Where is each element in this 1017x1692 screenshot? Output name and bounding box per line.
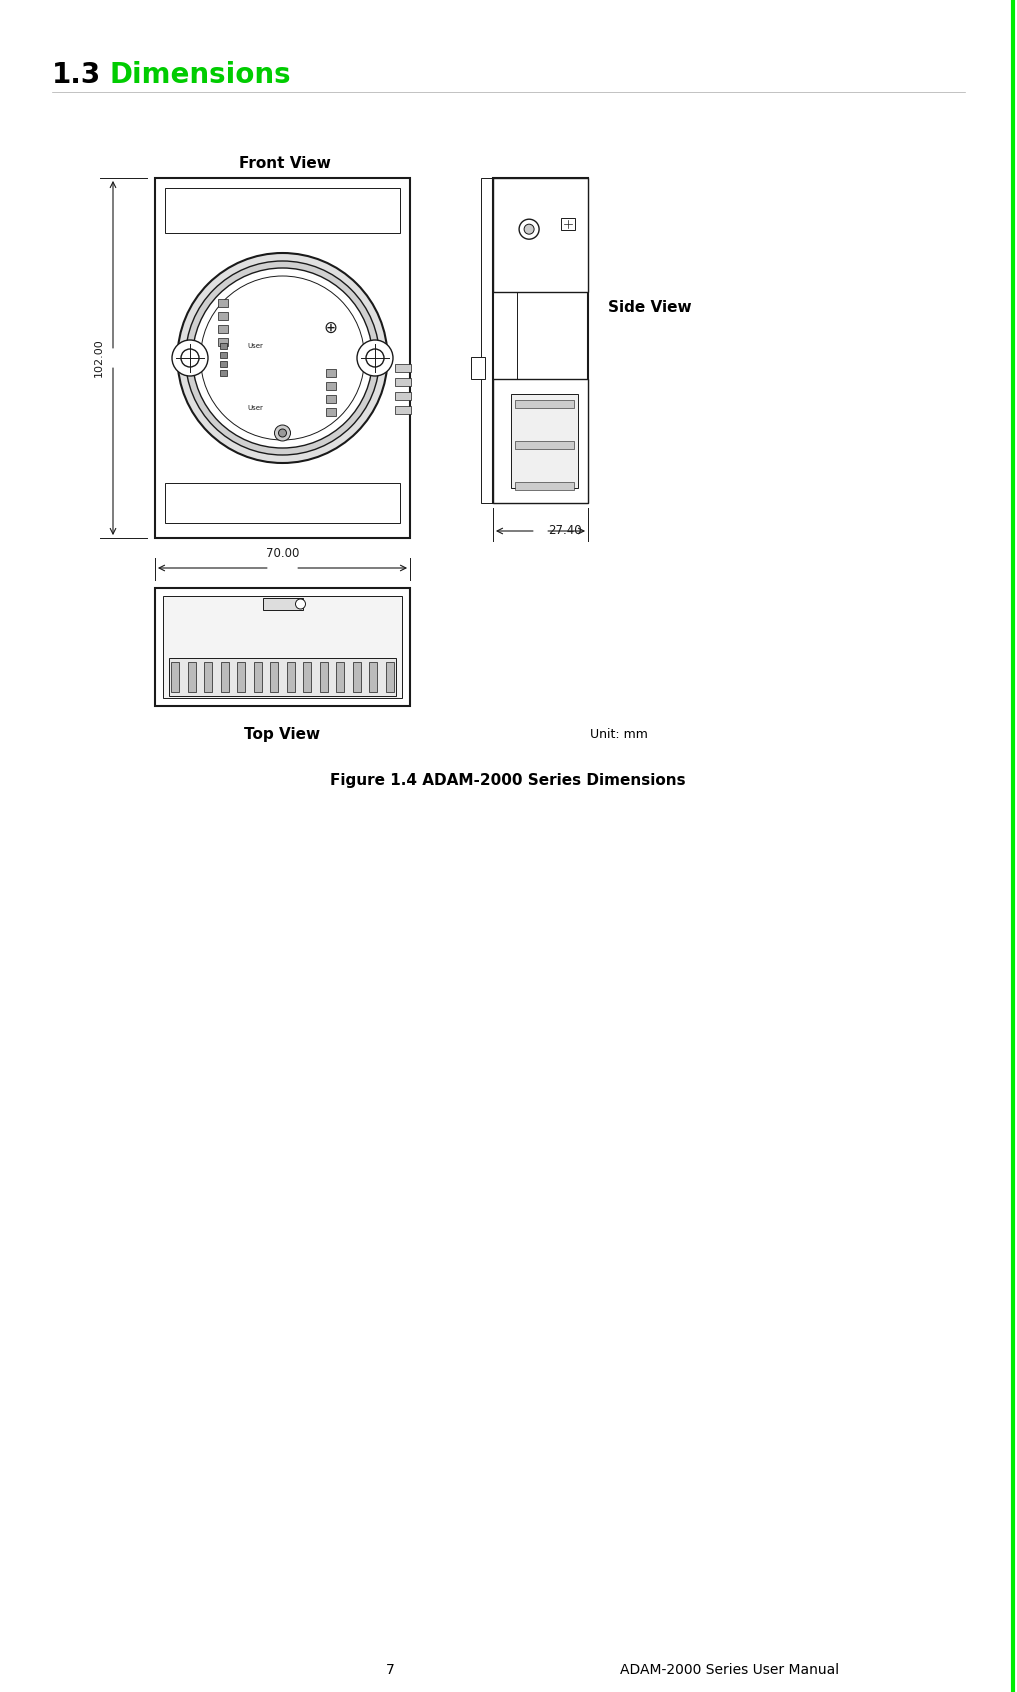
Bar [218,311,228,320]
Circle shape [357,340,393,376]
Circle shape [519,220,539,239]
Bar [163,596,402,699]
Circle shape [178,254,387,464]
Bar [204,662,213,692]
Bar [493,379,588,503]
Bar [325,408,336,416]
Bar [220,343,227,349]
Bar [221,662,229,692]
Text: User: User [247,343,263,349]
Bar [481,178,493,503]
Bar [369,662,377,692]
Bar [561,218,576,230]
Bar [395,406,411,415]
Bar [165,482,400,523]
Circle shape [524,223,534,233]
Bar [220,371,227,376]
Bar [325,369,336,377]
Bar [262,597,302,611]
Text: Side View: Side View [608,301,692,315]
Bar [386,662,394,692]
Bar [303,662,311,692]
Bar [165,188,400,233]
Bar [325,382,336,389]
Bar [337,662,345,692]
Bar [218,299,228,306]
Text: 102.00: 102.00 [94,338,104,377]
Bar [218,325,228,333]
Bar [171,662,179,692]
Bar [395,377,411,386]
Text: ADAM-2000 Series User Manual: ADAM-2000 Series User Manual [620,1663,840,1677]
Bar [287,662,295,692]
Circle shape [279,430,287,437]
Bar [155,589,410,706]
Text: Front View: Front View [239,156,331,171]
Circle shape [366,349,384,367]
Bar [515,442,574,450]
Bar [155,178,410,538]
Bar [395,364,411,372]
Bar [395,393,411,399]
Bar [511,394,578,487]
Bar [237,662,245,692]
Bar [220,352,227,359]
Bar [471,357,485,379]
Circle shape [275,425,291,442]
Bar [493,178,588,503]
Circle shape [181,349,199,367]
Text: Figure 1.4 ADAM-2000 Series Dimensions: Figure 1.4 ADAM-2000 Series Dimensions [331,773,685,788]
Bar [515,401,574,408]
Bar [515,482,574,491]
Text: Dimensions: Dimensions [110,61,292,90]
Circle shape [172,340,208,376]
Text: 7: 7 [385,1663,395,1677]
Circle shape [296,599,305,609]
Text: 70.00: 70.00 [265,547,299,560]
Bar [319,662,327,692]
Bar [169,658,396,695]
Text: Unit: mm: Unit: mm [590,728,648,741]
Bar [218,338,228,345]
Text: 1.3: 1.3 [52,61,102,90]
Text: Top View: Top View [244,726,320,741]
Bar [353,662,361,692]
Bar [493,178,588,291]
Text: User: User [247,404,263,411]
Bar [325,394,336,403]
Bar [253,662,261,692]
Bar [271,662,279,692]
Circle shape [200,276,364,440]
Circle shape [192,267,372,448]
Circle shape [185,261,379,455]
Text: ⊕: ⊕ [323,320,338,337]
Text: 27.40: 27.40 [548,525,582,538]
Bar [220,360,227,367]
Bar [187,662,195,692]
